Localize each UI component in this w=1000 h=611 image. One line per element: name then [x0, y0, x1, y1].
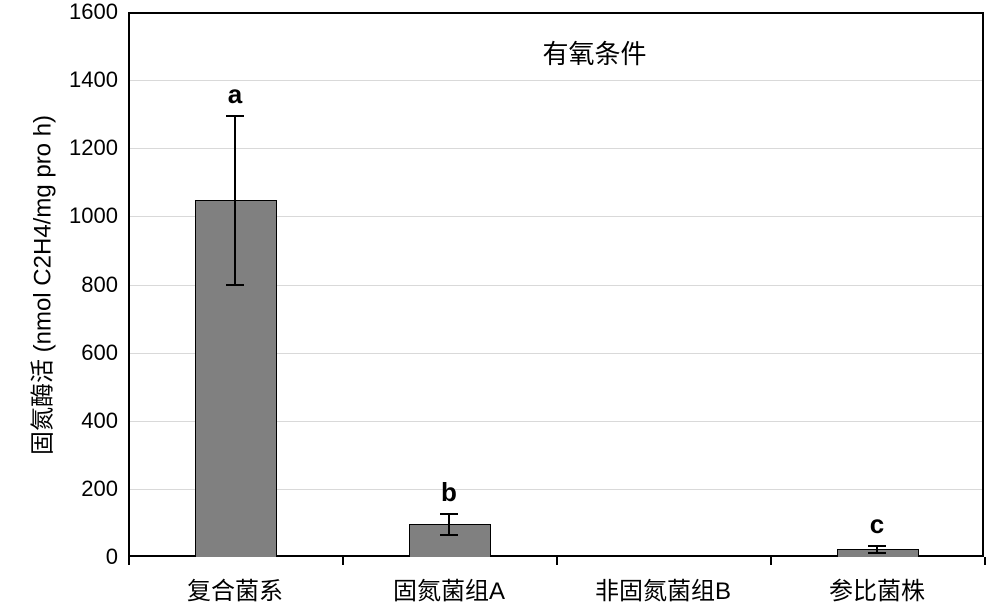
error-bar-cap	[440, 534, 458, 536]
x-tick	[556, 557, 558, 565]
y-tick-label: 1200	[38, 135, 118, 161]
y-tick-label: 1400	[38, 67, 118, 93]
x-category-label: 参比菌株	[829, 571, 925, 606]
x-category-label: 复合菌系	[187, 571, 283, 606]
error-bar-cap	[226, 284, 244, 286]
y-tick-label: 0	[38, 544, 118, 570]
axis-line	[982, 12, 984, 557]
error-bar-cap	[440, 513, 458, 515]
x-tick	[984, 557, 986, 565]
axis-line	[128, 12, 130, 557]
error-bar	[234, 116, 236, 285]
y-tick-label: 1000	[38, 203, 118, 229]
gridline	[128, 148, 984, 149]
axis-line	[128, 12, 984, 14]
error-bar-cap	[868, 545, 886, 547]
significance-label: a	[228, 79, 242, 110]
y-tick-label: 400	[38, 408, 118, 434]
y-tick-label: 200	[38, 476, 118, 502]
significance-label: b	[441, 477, 457, 508]
error-bar-cap	[868, 552, 886, 554]
error-bar	[448, 514, 450, 534]
x-tick	[342, 557, 344, 565]
bar-chart: abc 固氮酶活 (nmol C2H4/mg pro h) 有氧条件 02004…	[0, 0, 1000, 611]
error-bar-cap	[226, 115, 244, 117]
y-tick-label: 600	[38, 340, 118, 366]
x-category-label: 固氮菌组A	[393, 571, 505, 606]
x-tick	[770, 557, 772, 565]
gridline	[128, 80, 984, 81]
chart-title: 有氧条件	[543, 34, 647, 71]
significance-label: c	[870, 509, 884, 540]
y-tick-label: 1600	[38, 0, 118, 25]
y-tick-label: 800	[38, 272, 118, 298]
x-category-label: 非固氮菌组B	[595, 571, 731, 606]
plot-area: a b c	[128, 12, 984, 557]
x-tick	[128, 557, 130, 565]
